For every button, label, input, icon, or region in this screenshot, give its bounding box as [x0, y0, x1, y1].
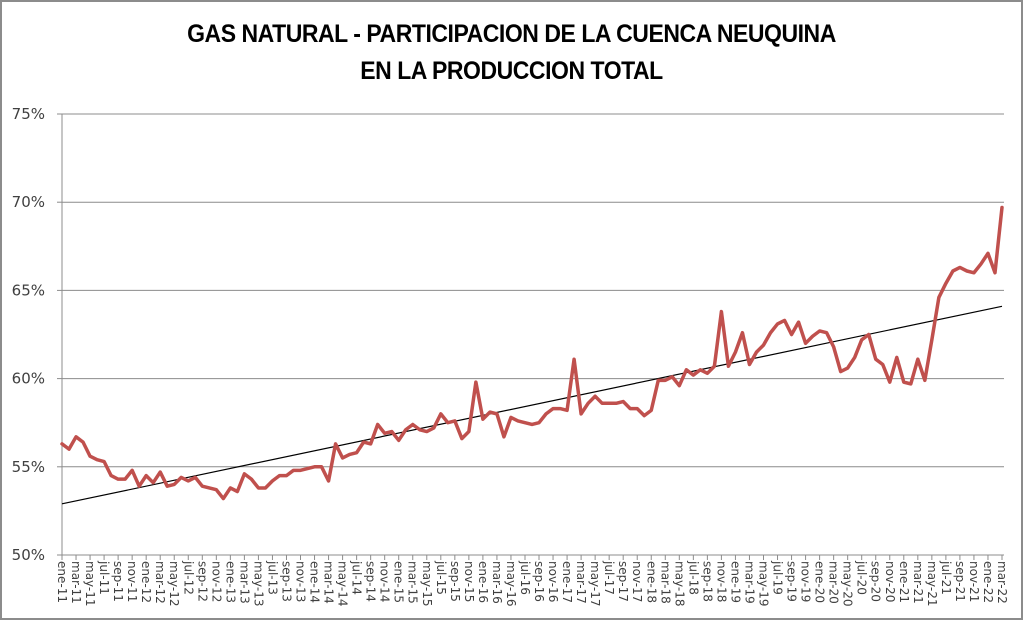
trendline — [61, 305, 1003, 505]
x-tick-label: sep-17 — [616, 561, 630, 602]
x-tick-label: mar-20 — [827, 561, 841, 604]
x-tick-label: jul-21 — [939, 560, 953, 595]
y-tick-label: 60% — [12, 370, 45, 388]
x-tick-label: may-15 — [420, 561, 434, 607]
x-tick-label: ene-20 — [813, 561, 827, 603]
x-tick-label: may-14 — [336, 561, 350, 607]
x-tick-label: jul-12 — [181, 560, 195, 595]
x-tick-label: sep-18 — [700, 561, 714, 602]
x-tick-label: mar-21 — [911, 561, 925, 604]
x-tick-label: ene-21 — [897, 561, 911, 603]
trendline-group — [61, 305, 1003, 505]
x-tick-label: sep-14 — [364, 561, 378, 602]
x-tick-label: nov-15 — [462, 561, 476, 602]
x-tick-label: mar-18 — [658, 561, 672, 604]
x-tick-label: mar-16 — [490, 561, 504, 604]
x-tick-label: may-19 — [756, 561, 770, 607]
x-tick-label: jul-13 — [265, 560, 279, 595]
x-tick-label: nov-20 — [883, 561, 897, 602]
x-tick-label: nov-11 — [125, 561, 139, 602]
x-tick-label: sep-19 — [785, 561, 799, 602]
x-tick-label: mar-13 — [237, 561, 251, 604]
x-tick-label: jul-11 — [97, 560, 111, 595]
chart-title-line2: EN LA PRODUCCION TOTAL — [360, 57, 663, 85]
x-tick-label: ene-14 — [308, 561, 322, 603]
x-tick-label: mar-15 — [406, 561, 420, 604]
x-tick-label: may-11 — [83, 561, 97, 607]
x-tick-label: ene-16 — [476, 561, 490, 603]
y-axis: 50% 55% 60% 65% 70% 75% — [12, 105, 63, 564]
x-tick-label: jul-17 — [602, 560, 616, 595]
x-tick-label: may-13 — [251, 561, 265, 607]
x-tick-label: may-20 — [841, 561, 855, 607]
x-tick-label: jul-14 — [350, 560, 364, 595]
y-tick-label: 50% — [12, 546, 45, 564]
x-tick-label: jul-16 — [518, 560, 532, 595]
x-tick-label: may-21 — [925, 561, 939, 607]
x-tick-label: sep-16 — [532, 561, 546, 602]
series-line — [60, 205, 1004, 501]
x-tick-label: ene-13 — [223, 561, 237, 603]
x-tick-label: ene-15 — [392, 561, 406, 603]
x-tick-label: may-12 — [167, 561, 181, 607]
x-tick-label: nov-17 — [630, 561, 644, 602]
x-tick-label: mar-11 — [69, 561, 83, 604]
chart-title-line1: GAS NATURAL - PARTICIPACION DE LA CUENCA… — [187, 20, 836, 48]
x-tick-label: nov-13 — [294, 561, 308, 602]
x-tick-label: ene-22 — [981, 561, 995, 603]
x-tick-label: may-17 — [588, 561, 602, 607]
y-tick-label: 70% — [12, 193, 45, 211]
x-tick-label: ene-17 — [560, 561, 574, 603]
x-tick-label: jul-15 — [434, 560, 448, 595]
x-tick-label: sep-15 — [448, 561, 462, 602]
x-tick-label: nov-12 — [209, 561, 223, 602]
x-tick-label: mar-17 — [574, 561, 588, 604]
x-tick-label: nov-14 — [378, 561, 392, 602]
gridlines — [62, 113, 1004, 468]
x-tick-label: mar-12 — [153, 561, 167, 604]
x-tick-label: nov-18 — [714, 561, 728, 602]
x-tick-label: nov-19 — [799, 561, 813, 602]
x-tick-label: mar-14 — [322, 561, 336, 604]
y-tick-label: 55% — [12, 458, 45, 476]
series-group — [60, 205, 1004, 501]
x-tick-label: nov-16 — [546, 561, 560, 602]
x-tick-label: sep-12 — [195, 561, 209, 602]
x-axis: ene-11 mar-11 may-11 jul-11 sep-11 nov-11 ene-… — [55, 554, 1009, 607]
x-tick-label: ene-18 — [644, 561, 658, 603]
y-tick-label: 65% — [12, 281, 45, 299]
x-tick-label: jul-18 — [686, 560, 700, 595]
x-tick-label: sep-13 — [279, 561, 293, 602]
x-tick-label: may-18 — [672, 561, 686, 607]
x-tick-label: sep-20 — [869, 561, 883, 602]
x-tick-label: mar-19 — [742, 561, 756, 604]
x-tick-label: nov-21 — [967, 561, 981, 602]
x-tick-label: ene-12 — [139, 561, 153, 603]
x-tick-label: may-16 — [504, 561, 518, 607]
x-tick-label: sep-11 — [111, 561, 125, 602]
x-tick-label: jul-20 — [855, 560, 869, 595]
x-tick-label: ene-19 — [728, 561, 742, 603]
x-tick-label: sep-21 — [953, 561, 967, 602]
y-tick-label: 75% — [12, 105, 45, 123]
x-tick-label: mar-22 — [995, 561, 1009, 604]
x-tick-label: jul-19 — [771, 560, 785, 595]
x-tick-label: ene-11 — [55, 561, 69, 603]
